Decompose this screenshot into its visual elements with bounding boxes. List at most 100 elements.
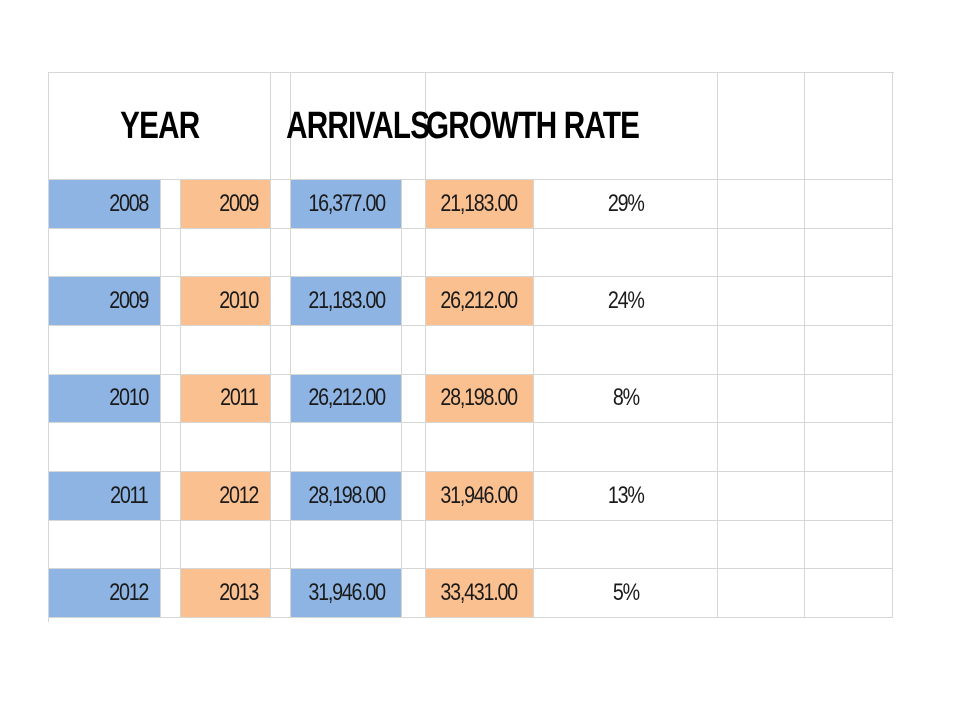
- empty-cell: [181, 423, 271, 472]
- arrivals-to-cell: 26,212.00: [426, 277, 534, 326]
- arrivals-from-cell: 31,946.00: [291, 569, 402, 618]
- empty-cell: [426, 423, 534, 472]
- empty-cell: [718, 569, 805, 618]
- empty-cell: [161, 423, 181, 472]
- year-to-cell: 2010: [181, 277, 271, 326]
- empty-cell: [181, 228, 271, 278]
- growth-rate-cell-text: 8%: [612, 384, 640, 412]
- growth-rate-cell-text: 24%: [607, 287, 645, 315]
- empty-cell: [534, 520, 718, 570]
- empty-cell: [161, 180, 181, 229]
- empty-cell: [271, 228, 291, 278]
- empty-cell: [402, 520, 426, 570]
- growth-rate-cell: 5%: [534, 569, 718, 618]
- empty-cell: [161, 569, 181, 618]
- growth-rate-cell-text: 29%: [607, 189, 645, 217]
- arrivals-from-cell: 21,183.00: [291, 277, 402, 326]
- empty-cell: [718, 520, 805, 570]
- empty-cell: [402, 325, 426, 375]
- empty-cell: [271, 569, 291, 618]
- empty-cell: [271, 471, 291, 521]
- year-from-cell: 2009: [49, 277, 161, 326]
- empty-cell: [805, 228, 893, 278]
- empty-cell: [718, 325, 805, 375]
- empty-cell: [805, 520, 893, 570]
- empty-cell: [718, 471, 805, 521]
- empty-cell: [402, 423, 426, 472]
- year-from-cell-text: 2008: [108, 189, 149, 217]
- empty-cell: [534, 423, 718, 472]
- growth-rate-cell: 13%: [534, 471, 718, 521]
- growth-rate-cell: 24%: [534, 277, 718, 326]
- empty-cell: [49, 520, 161, 570]
- empty-cell: [426, 520, 534, 570]
- empty-cell: [718, 73, 805, 180]
- empty-cell: [805, 374, 893, 424]
- empty-cell: [181, 520, 271, 570]
- empty-cell: [402, 374, 426, 424]
- empty-cell: [805, 471, 893, 521]
- header-arrivals: ARRIVALS: [286, 73, 430, 180]
- empty-cell: [718, 423, 805, 472]
- empty-cell: [181, 325, 271, 375]
- year-to-cell-text: 2011: [220, 384, 259, 412]
- empty-cell: [402, 277, 426, 326]
- growth-rate-cell-text: 5%: [612, 579, 640, 607]
- arrivals-from-cell: 26,212.00: [291, 374, 402, 424]
- empty-cell: [534, 228, 718, 278]
- empty-cell: [271, 374, 291, 424]
- empty-cell: [271, 325, 291, 375]
- empty-cell: [49, 325, 161, 375]
- empty-cell: [271, 180, 291, 229]
- empty-cell: [161, 325, 181, 375]
- empty-cell: [49, 423, 161, 472]
- year-from-cell: 2008: [49, 180, 161, 229]
- arrivals-from-cell: 16,377.00: [291, 180, 402, 229]
- year-from-cell-text: 2011: [110, 481, 149, 509]
- year-from-cell: 2012: [49, 569, 161, 618]
- year-to-cell: 2009: [181, 180, 271, 229]
- empty-cell: [161, 228, 181, 278]
- arrivals-to-cell-text: 33,431.00: [440, 579, 518, 607]
- spreadsheet: YEAR ARRIVALS GROWTH RATE 2008 2009 16,377…: [48, 72, 894, 622]
- empty-cell: [271, 520, 291, 570]
- arrivals-to-cell: 21,183.00: [426, 180, 534, 229]
- empty-cell: [291, 228, 402, 278]
- empty-cell: [426, 325, 534, 375]
- empty-cell: [402, 228, 426, 278]
- empty-cell: [718, 277, 805, 326]
- year-to-cell: 2012: [181, 471, 271, 521]
- arrivals-to-cell: 31,946.00: [426, 471, 534, 521]
- year-to-cell-text: 2013: [218, 579, 259, 607]
- empty-cell: [805, 423, 893, 472]
- year-from-cell-text: 2012: [108, 579, 149, 607]
- header-spacer: [271, 73, 291, 180]
- empty-cell: [49, 228, 161, 278]
- empty-cell: [718, 374, 805, 424]
- growth-rate-cell: 29%: [534, 180, 718, 229]
- empty-cell: [534, 325, 718, 375]
- arrivals-from-cell-text: 21,183.00: [308, 287, 386, 315]
- empty-cell: [718, 180, 805, 229]
- empty-cell: [271, 423, 291, 472]
- empty-cell: [271, 277, 291, 326]
- year-to-cell: 2013: [181, 569, 271, 618]
- empty-cell: [402, 471, 426, 521]
- empty-cell: [161, 277, 181, 326]
- arrivals-from-cell-text: 31,946.00: [308, 579, 386, 607]
- empty-cell: [805, 277, 893, 326]
- growth-rate-cell-text: 13%: [607, 481, 645, 509]
- year-from-cell-text: 2009: [108, 287, 149, 315]
- arrivals-to-cell-text: 31,946.00: [440, 481, 518, 509]
- header-year: YEAR: [49, 73, 271, 180]
- empty-cell: [291, 325, 402, 375]
- year-from-cell: 2011: [49, 471, 161, 521]
- arrivals-to-cell: 33,431.00: [426, 569, 534, 618]
- empty-cell: [805, 569, 893, 618]
- empty-cell: [161, 471, 181, 521]
- empty-cell: [718, 228, 805, 278]
- arrivals-table: YEAR ARRIVALS GROWTH RATE 2008 2009 16,377…: [49, 73, 894, 622]
- empty-cell: [161, 520, 181, 570]
- empty-cell: [805, 73, 893, 180]
- arrivals-to-cell-text: 28,198.00: [440, 384, 518, 412]
